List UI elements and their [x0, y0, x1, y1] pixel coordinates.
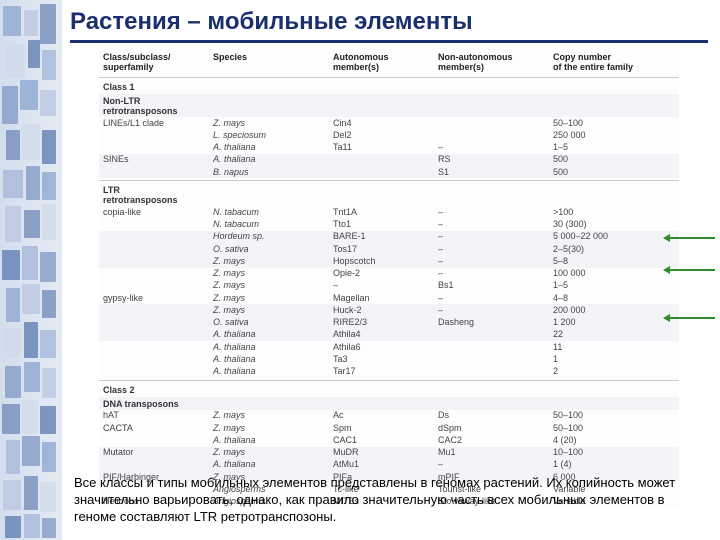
- col-header: Species: [213, 52, 333, 62]
- sidebar-block: [40, 482, 56, 512]
- sidebar-block: [5, 366, 21, 398]
- dna-label: DNA transposons: [99, 397, 679, 410]
- table-row: hATZ. maysAcDs50–100: [99, 410, 679, 422]
- slide-content: Растения – мобильные элементы Class/subc…: [70, 8, 708, 508]
- sidebar-block: [6, 288, 20, 322]
- sidebar-block: [22, 400, 38, 434]
- table-row: B. napusS1500: [99, 166, 679, 178]
- table-row: A. thalianaCAC1CAC24 (20): [99, 434, 679, 446]
- sidebar-block: [40, 4, 56, 44]
- table-row: Z. mays–Bs11–5: [99, 280, 679, 292]
- table-row: A. thalianaTa11–1–5: [99, 142, 679, 154]
- sidebar-block: [24, 210, 40, 238]
- table-row: O. sativaTos17–2–5(30): [99, 243, 679, 255]
- table-row: Z. maysHuck-2–200 000: [99, 304, 679, 316]
- table-row: L. speciosumDel2250 000: [99, 129, 679, 141]
- sidebar-block: [26, 166, 40, 200]
- sidebar-block: [24, 10, 38, 36]
- table-row: A. thalianaAtMu1–1 (4): [99, 459, 679, 471]
- sidebar-block: [6, 440, 20, 474]
- class1-label: Class 1: [99, 80, 679, 94]
- table-row: Z. maysOpie-2–100 000: [99, 268, 679, 280]
- sidebar-block: [42, 172, 56, 200]
- table-row: A. thalianaTar172: [99, 366, 679, 378]
- sidebar-block: [42, 290, 56, 318]
- sidebar-block: [6, 130, 20, 160]
- sidebar-block: [40, 252, 56, 282]
- col-header: Copy numberof the entire family: [553, 52, 673, 72]
- nonltr-label: Non-LTRretrotransposons: [99, 94, 679, 117]
- mobile-elements-table: Class/subclass/superfamily Species Auton…: [99, 49, 679, 508]
- sidebar-block: [42, 130, 56, 164]
- decorative-sidebar: [0, 0, 62, 540]
- sidebar-block: [22, 284, 40, 314]
- sidebar-block: [28, 40, 40, 68]
- sidebar-block: [42, 368, 56, 398]
- table-row: O. sativaRIRE2/3Dasheng1 200: [99, 317, 679, 329]
- sidebar-block: [42, 204, 56, 240]
- page-title: Растения – мобильные элементы: [70, 8, 708, 36]
- sidebar-block: [24, 322, 38, 358]
- sidebar-block: [40, 406, 56, 434]
- sidebar-block: [2, 250, 20, 280]
- title-underline: [70, 40, 708, 43]
- table-row: copia-likeN. tabacumTnt1A–>100: [99, 206, 679, 218]
- ltr-label: LTRretrotransposons: [99, 183, 679, 206]
- sidebar-block: [22, 246, 38, 280]
- table-row: A. thalianaAthila422: [99, 329, 679, 341]
- class2-label: Class 2: [99, 383, 679, 397]
- sidebar-block: [2, 86, 18, 124]
- sidebar-block: [3, 170, 23, 198]
- highlight-arrow-icon: [669, 317, 715, 319]
- table-row: Hordeum sp.BARE-1–5 000–22 000: [99, 231, 679, 243]
- table-row: A. thalianaTa31: [99, 353, 679, 365]
- table-row: Z. maysHopscotch–5–8: [99, 255, 679, 267]
- sidebar-block: [22, 436, 40, 466]
- table-row: A. thalianaAthila611: [99, 341, 679, 353]
- sidebar-block: [3, 6, 21, 36]
- col-header: Class/subclass/superfamily: [99, 52, 213, 72]
- sidebar-block: [42, 442, 56, 472]
- slide-caption: Все классы и типы мобильных элементов пр…: [74, 475, 702, 526]
- table-row: gypsy-likeZ. maysMagellan–4–8: [99, 292, 679, 304]
- sidebar-block: [5, 206, 21, 242]
- highlight-arrow-icon: [669, 237, 715, 239]
- sidebar-block: [3, 328, 21, 358]
- sidebar-block: [5, 44, 25, 78]
- table-row: CACTAZ. maysSpmdSpm50–100: [99, 422, 679, 434]
- sidebar-block: [20, 80, 38, 110]
- sidebar-block: [40, 90, 56, 116]
- col-header: Autonomousmember(s): [333, 52, 438, 72]
- sidebar-block: [24, 476, 38, 510]
- highlight-arrow-icon: [669, 269, 715, 271]
- sidebar-block: [3, 480, 21, 510]
- table-row: N. tabacumTto1–30 (300): [99, 219, 679, 231]
- sidebar-block: [42, 50, 56, 80]
- table-row: SINEsA. thalianaRS500: [99, 154, 679, 166]
- table-row: LINEs/L1 cladeZ. maysCin450–100: [99, 117, 679, 129]
- table-header-row: Class/subclass/superfamily Species Auton…: [99, 49, 679, 75]
- sidebar-block: [42, 518, 56, 538]
- sidebar-block: [40, 330, 56, 358]
- table-row: MutatorZ. maysMuDRMu110–100: [99, 447, 679, 459]
- sidebar-block: [24, 514, 40, 538]
- sidebar-block: [2, 404, 20, 434]
- sidebar-block: [22, 124, 40, 160]
- sidebar-block: [24, 362, 40, 392]
- col-header: Non-autonomousmember(s): [438, 52, 553, 72]
- sidebar-block: [5, 516, 21, 538]
